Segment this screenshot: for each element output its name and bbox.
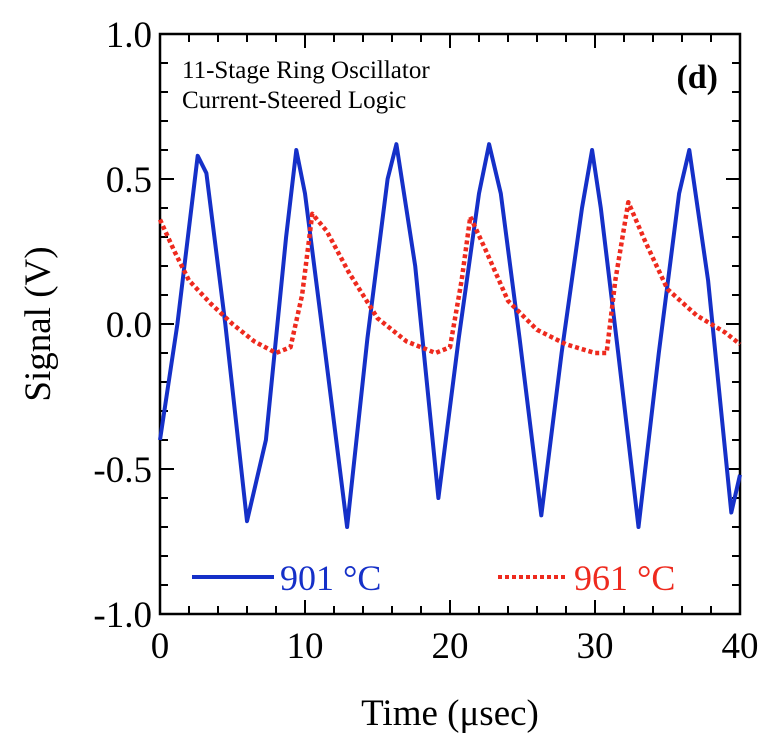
x-tick-label: 0 xyxy=(151,626,170,667)
annotation-line-1: 11-Stage Ring Oscillator xyxy=(182,57,430,84)
x-tick-label: 30 xyxy=(577,626,614,667)
legend-label-961: 961 °C xyxy=(574,558,675,598)
x-tick-label: 10 xyxy=(287,626,324,667)
legend-label-901: 901 °C xyxy=(280,558,381,598)
y-tick-label: 0.5 xyxy=(106,160,152,201)
annotation-line-2: Current-Steered Logic xyxy=(182,87,406,114)
x-tick-label: 40 xyxy=(722,626,759,667)
series-line-901 xyxy=(158,142,742,529)
series-line-961 xyxy=(157,199,742,356)
y-tick-label: -1.0 xyxy=(93,595,152,636)
plot-area xyxy=(157,32,742,616)
tick-labels: 0 10 20 30 40 -1.0 -0.5 0.0 0.5 1.0 xyxy=(93,15,758,667)
x-axis-title: Time (μsec) xyxy=(361,693,539,734)
tick-marks xyxy=(159,33,741,615)
y-tick-label: -0.5 xyxy=(93,450,152,491)
legend: 901 °C 961 °C xyxy=(192,558,675,598)
y-axis-title: Signal (V) xyxy=(18,246,59,401)
x-tick-label: 20 xyxy=(432,626,469,667)
y-tick-label: 1.0 xyxy=(106,15,152,56)
plot-frame xyxy=(158,32,742,616)
panel-label: (d) xyxy=(676,59,718,96)
y-tick-label: 0.0 xyxy=(106,305,152,346)
series-layer xyxy=(157,142,742,529)
